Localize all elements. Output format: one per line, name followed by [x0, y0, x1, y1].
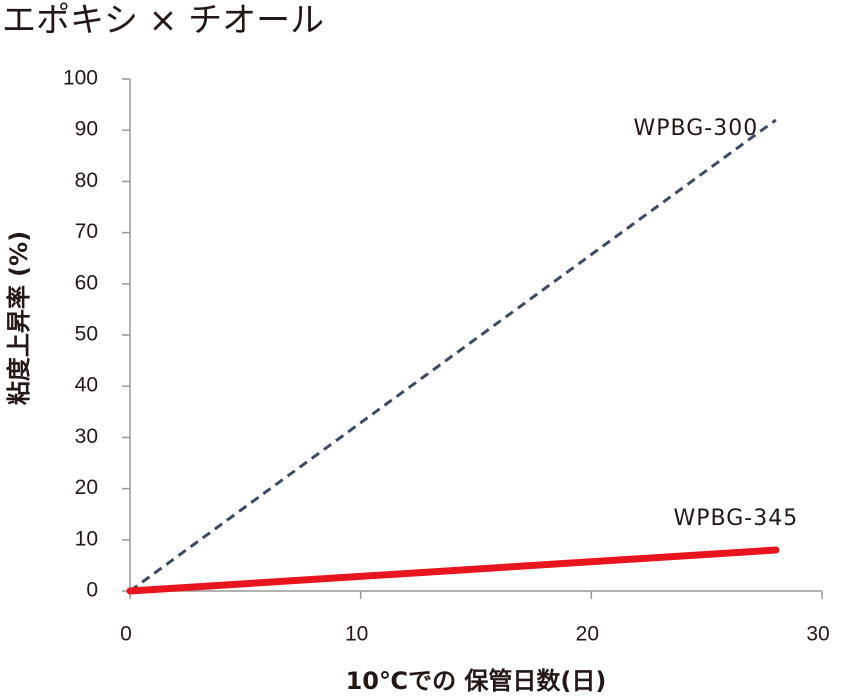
- y-tick-label: 80: [75, 169, 98, 192]
- x-tick-label: 20: [576, 623, 599, 646]
- y-tick-label: 10: [75, 527, 98, 550]
- y-tick-label: 30: [75, 425, 98, 448]
- x-tick-label: 0: [120, 623, 132, 646]
- y-tick-label: 100: [63, 67, 98, 90]
- x-tick-label: 30: [806, 623, 829, 646]
- y-tick-label: 70: [75, 220, 98, 243]
- y-tick-label: 20: [75, 476, 98, 499]
- series-line: [126, 546, 780, 595]
- y-tick-label: 50: [75, 323, 98, 346]
- series-label: WPBG-345: [674, 506, 799, 531]
- x-axis-label: 10℃での 保管日数(日): [346, 667, 607, 695]
- y-axis-label: 粘度上昇率 (%): [5, 231, 33, 405]
- y-tick-label: 90: [75, 118, 98, 141]
- series-line: [129, 118, 777, 593]
- series-label: WPBG-300: [634, 116, 759, 141]
- y-tick-label: 40: [75, 374, 98, 397]
- y-tick-label: 60: [75, 271, 98, 294]
- y-tick-label: 0: [86, 579, 98, 602]
- x-tick-label: 10: [345, 623, 368, 646]
- chart-title: エポキシ × チオール: [2, 1, 324, 41]
